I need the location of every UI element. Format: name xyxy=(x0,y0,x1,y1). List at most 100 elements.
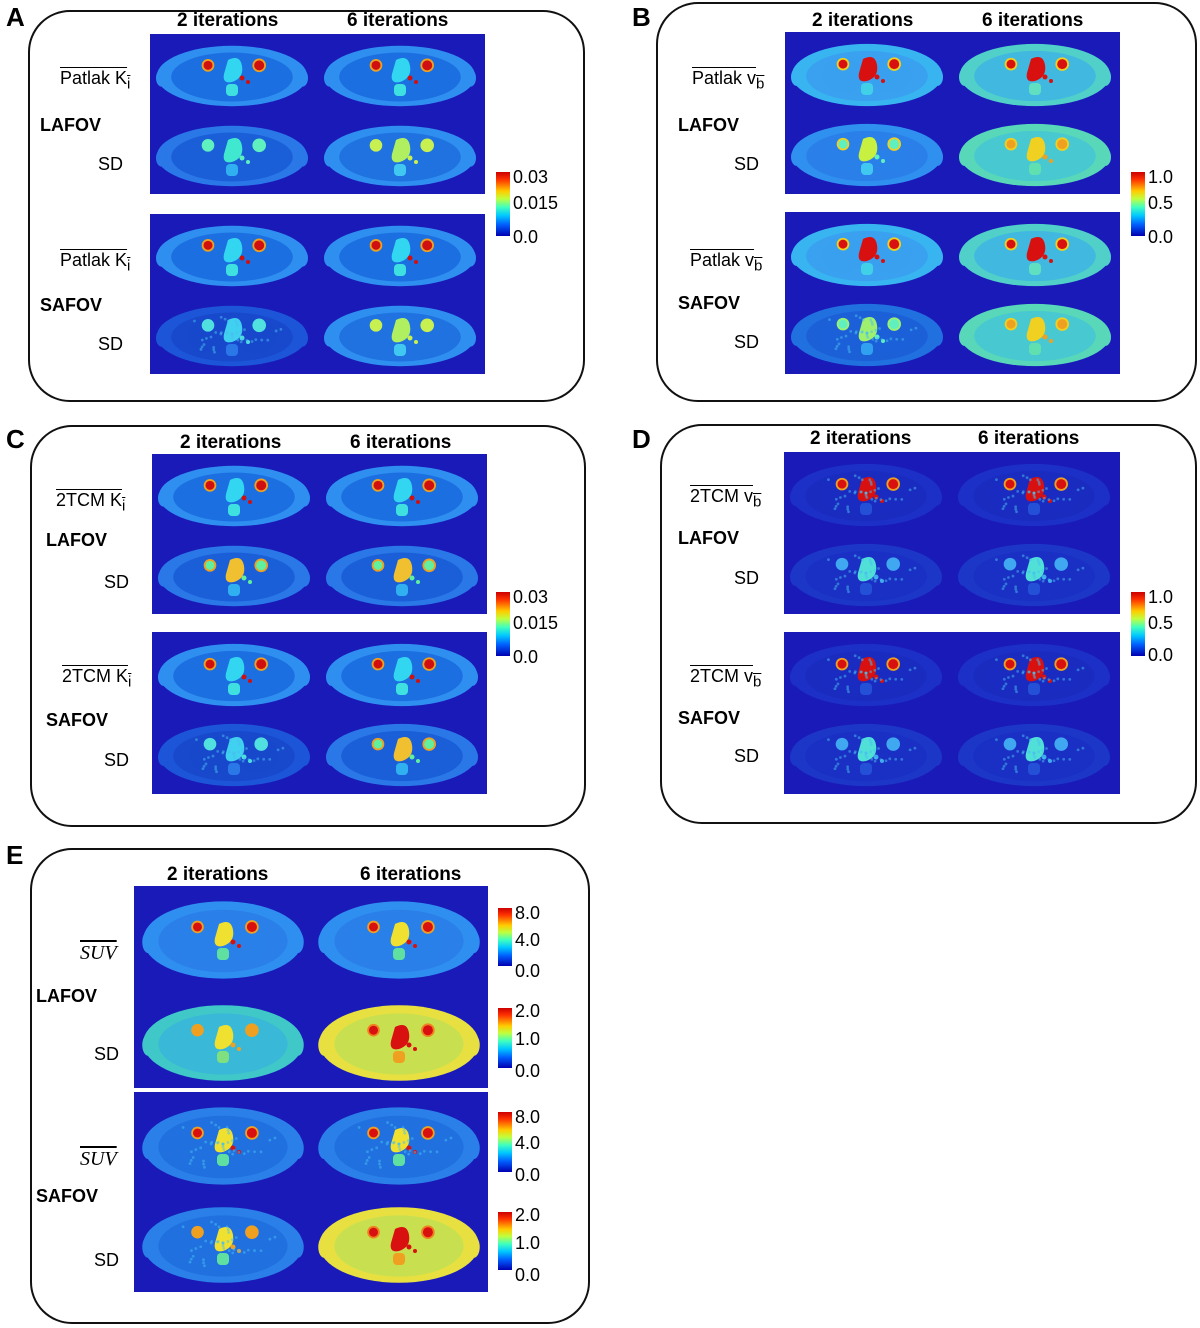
noise-speck xyxy=(877,567,880,570)
left-lung xyxy=(351,917,396,963)
scan-image xyxy=(790,463,942,527)
left-lung xyxy=(990,237,1032,273)
left-lung xyxy=(821,657,863,693)
noise-speck xyxy=(884,679,888,683)
noise-speck xyxy=(848,569,852,573)
noise-speck xyxy=(1081,566,1085,570)
column-header-2-iterations: 2 iterations xyxy=(167,864,269,885)
scan-image xyxy=(958,543,1110,607)
noise-speck xyxy=(207,756,210,759)
noise-speck xyxy=(860,738,864,742)
noise-speck xyxy=(1037,560,1041,564)
noise-speck xyxy=(873,499,877,503)
noise-speck xyxy=(853,474,857,478)
noise-speck xyxy=(1037,660,1041,664)
spine xyxy=(860,683,872,695)
left-arm xyxy=(959,328,971,346)
noise-speck xyxy=(1037,670,1041,674)
row-label-group: SAFOV xyxy=(36,1186,99,1206)
noise-speck xyxy=(202,1162,205,1166)
noise-speck xyxy=(846,585,850,589)
noise-speck xyxy=(859,750,863,754)
colorbar-tick: 1.0 xyxy=(1148,167,1174,187)
colorbar-tick: 1.0 xyxy=(1148,587,1174,607)
noise-speck xyxy=(835,337,839,341)
right-lung xyxy=(405,657,447,693)
panel-letter-d: D xyxy=(632,424,651,454)
noise-speck xyxy=(839,496,842,499)
noise-speck xyxy=(861,318,865,322)
left-arm xyxy=(958,668,970,686)
noise-speck xyxy=(232,753,236,757)
noise-speck xyxy=(894,757,898,761)
scan-image xyxy=(791,123,943,187)
lesion xyxy=(881,159,885,163)
panel-letter-a: A xyxy=(6,2,25,32)
left-arm xyxy=(326,569,338,587)
colorbar-tick: 4.0 xyxy=(515,1133,541,1153)
noise-speck xyxy=(406,1139,410,1142)
left-lung xyxy=(189,478,231,514)
heart xyxy=(393,558,413,583)
noise-speck xyxy=(913,486,917,490)
scan-image xyxy=(790,723,942,787)
spine xyxy=(860,583,872,595)
row-label-mean: SUV xyxy=(80,1148,117,1170)
spine xyxy=(217,1051,229,1063)
noise-speck xyxy=(1068,677,1072,681)
noise-speck xyxy=(1032,491,1036,495)
noise-speck xyxy=(1015,770,1018,774)
scan-image xyxy=(158,723,310,787)
noise-speck xyxy=(191,1254,195,1258)
right-arm xyxy=(298,668,310,686)
lesion xyxy=(246,260,250,264)
noise-speck xyxy=(834,684,838,688)
noise-speck xyxy=(1042,496,1046,500)
noise-speck xyxy=(202,1159,205,1163)
left-lung xyxy=(822,237,864,273)
left-arm xyxy=(318,1034,331,1056)
hot-sphere xyxy=(837,739,847,749)
noise-speck xyxy=(408,1149,412,1152)
noise-speck xyxy=(245,747,248,750)
left-arm xyxy=(791,328,803,346)
hot-sphere xyxy=(1056,479,1067,490)
noise-speck xyxy=(1032,671,1036,675)
noise-speck xyxy=(869,560,873,564)
spine xyxy=(393,1253,405,1265)
colorbar xyxy=(1131,172,1145,236)
noise-speck xyxy=(828,318,831,322)
hot-sphere xyxy=(1006,319,1016,329)
noise-speck xyxy=(1001,507,1005,511)
noise-speck xyxy=(864,571,868,575)
left-arm xyxy=(142,930,155,954)
noise-speck xyxy=(1041,499,1045,503)
noise-speck xyxy=(847,347,851,351)
left-lung xyxy=(187,138,229,174)
noise-speck xyxy=(193,319,196,323)
right-arm xyxy=(930,568,942,586)
left-lung xyxy=(822,57,864,93)
scan-image xyxy=(156,125,308,187)
hot-sphere xyxy=(837,659,847,669)
noise-speck xyxy=(1062,677,1066,681)
scan-image xyxy=(158,465,310,527)
noise-speck xyxy=(909,328,913,332)
noise-speck xyxy=(837,342,841,346)
noise-speck xyxy=(834,757,838,761)
hot-sphere xyxy=(193,1227,202,1237)
noise-speck xyxy=(247,758,251,762)
noise-speck xyxy=(227,1231,231,1234)
scan-image xyxy=(324,305,476,367)
noise-speck xyxy=(1068,497,1072,501)
noise-speck xyxy=(226,1129,230,1132)
noise-speck xyxy=(204,1239,208,1243)
right-lung xyxy=(402,917,447,963)
noise-speck xyxy=(1015,510,1018,514)
left-lung xyxy=(175,917,220,963)
noise-speck xyxy=(1004,502,1008,506)
left-arm xyxy=(324,149,336,167)
noise-speck xyxy=(847,770,850,774)
noise-speck xyxy=(846,505,850,509)
noise-speck xyxy=(230,334,234,338)
